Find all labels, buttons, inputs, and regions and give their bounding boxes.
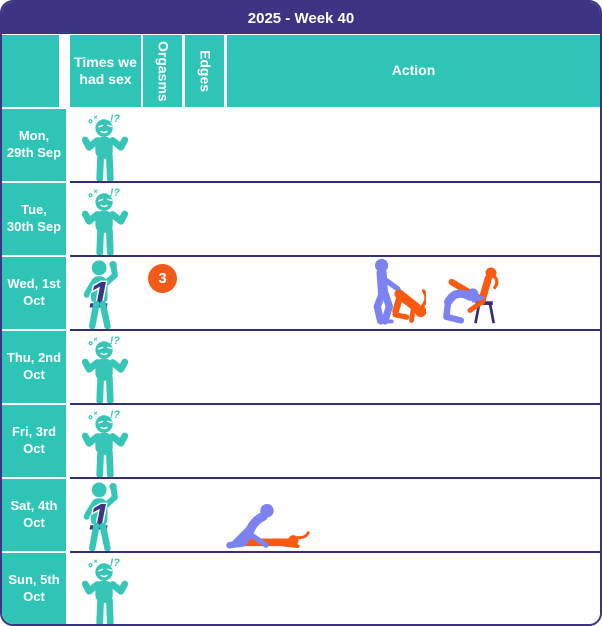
day-label: Wed, 1st Oct: [2, 257, 66, 329]
shrug-unknown-icon: [78, 332, 132, 403]
lying-prone-rear-entry-icon: [222, 503, 312, 549]
shrug-unknown-icon: [78, 554, 132, 625]
day-label: Sat, 4th Oct: [2, 479, 66, 551]
table-row: Thu, 2nd Oct: [2, 331, 600, 405]
row-content: 1 3: [70, 257, 600, 331]
shrug-unknown-icon: [78, 184, 132, 255]
table-row: Sun, 5th Oct: [2, 553, 600, 625]
column-header-times-we-had-sex: Times we had sex: [70, 35, 141, 107]
column-header-edges: Edges: [185, 35, 224, 107]
day-label: Tue, 30th Sep: [2, 183, 66, 255]
row-content: [70, 109, 600, 183]
day-label: Sun, 5th Oct: [2, 553, 66, 624]
chair-oral-icon: [438, 263, 502, 325]
shrug-unknown-icon: [78, 406, 132, 477]
column-header-day: [2, 35, 59, 107]
row-content: [70, 553, 600, 625]
shrug-unknown-icon: [78, 110, 132, 181]
day-label: Thu, 2nd Oct: [2, 331, 66, 403]
orgasms-count-badge: 3: [148, 264, 177, 293]
title-text: 2025 - Week 40: [247, 9, 355, 27]
column-header-action: Action: [227, 35, 600, 107]
person-holding-number-icon: 1: [83, 260, 118, 329]
table-row: Tue, 30th Sep: [2, 183, 600, 257]
standing-rear-entry-icon: [370, 258, 426, 326]
day-label: Mon, 29th Sep: [2, 109, 66, 181]
row-content: [70, 331, 600, 405]
window-title: 2025 - Week 40: [2, 2, 600, 34]
table-header-row: Times we had sex Orgasms Edges Action: [2, 35, 600, 107]
column-header-orgasms: Orgasms: [143, 35, 182, 107]
table-row: Wed, 1st Oct 1 3: [2, 257, 600, 331]
row-content: [70, 405, 600, 479]
day-label: Fri, 3rd Oct: [2, 405, 66, 477]
table-row: Fri, 3rd Oct: [2, 405, 600, 479]
row-content: [70, 183, 600, 257]
row-content: 1: [70, 479, 600, 553]
table-row: Mon, 29th Sep: [2, 109, 600, 183]
person-holding-number-icon: 1: [83, 482, 118, 551]
table-row: Sat, 4th Oct 1: [2, 479, 600, 553]
